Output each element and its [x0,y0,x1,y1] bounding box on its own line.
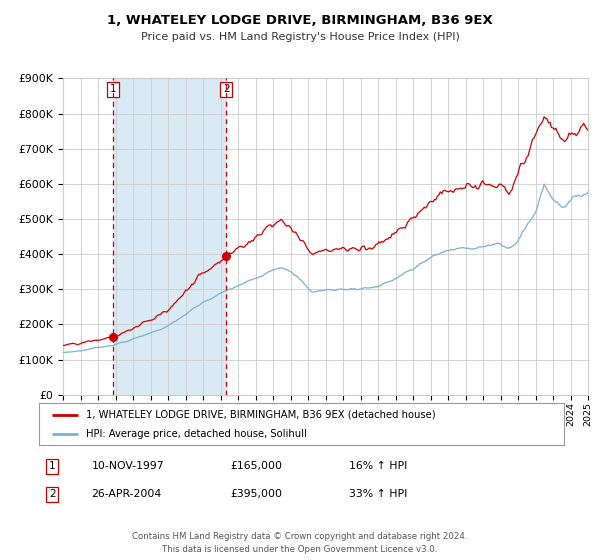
Text: Contains HM Land Registry data © Crown copyright and database right 2024.
This d: Contains HM Land Registry data © Crown c… [132,532,468,553]
Text: 10-NOV-1997: 10-NOV-1997 [91,461,164,472]
Text: 1: 1 [110,85,116,95]
Text: 16% ↑ HPI: 16% ↑ HPI [349,461,407,472]
Text: £395,000: £395,000 [230,489,283,500]
Text: 1, WHATELEY LODGE DRIVE, BIRMINGHAM, B36 9EX (detached house): 1, WHATELEY LODGE DRIVE, BIRMINGHAM, B36… [86,409,436,419]
Bar [113,78,226,395]
Text: 33% ↑ HPI: 33% ↑ HPI [349,489,407,500]
Text: 2: 2 [223,85,229,95]
Text: 2: 2 [49,489,55,500]
Text: £165,000: £165,000 [230,461,283,472]
Text: 26-APR-2004: 26-APR-2004 [91,489,162,500]
Text: 1: 1 [49,461,55,472]
Text: HPI: Average price, detached house, Solihull: HPI: Average price, detached house, Soli… [86,429,307,439]
Text: 1, WHATELEY LODGE DRIVE, BIRMINGHAM, B36 9EX: 1, WHATELEY LODGE DRIVE, BIRMINGHAM, B36… [107,14,493,27]
Text: Price paid vs. HM Land Registry's House Price Index (HPI): Price paid vs. HM Land Registry's House … [140,32,460,43]
